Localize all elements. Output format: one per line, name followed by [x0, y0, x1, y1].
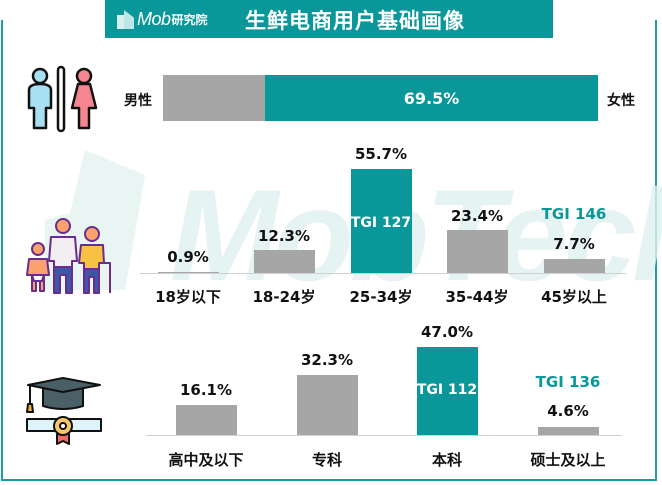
age-category-2: 25-34岁 [349, 288, 413, 306]
female-bar: 69.5% [265, 75, 598, 121]
logo-cn-text: 研究院 [171, 12, 208, 27]
age-category-0: 18岁以下 [155, 288, 221, 306]
education-category-3: 硕士及以上 [530, 451, 606, 469]
education-bar-1 [297, 375, 358, 435]
education-tgi-inside: TGI 112 [416, 382, 478, 398]
education-category-0: 高中及以下 [168, 451, 244, 469]
mob-logo: Mob 研究院 [117, 8, 208, 30]
education-value-1: 32.3% [300, 351, 354, 369]
age-tgi-inside: TGI 127 [350, 215, 412, 231]
age-value-1: 12.3% [257, 227, 311, 245]
female-value: 69.5% [403, 88, 460, 108]
content-frame [1, 20, 657, 481]
age-bar-4 [544, 259, 605, 273]
education-bar-3 [538, 427, 599, 435]
graduation-cap-diploma-icon [26, 377, 102, 445]
building-icon [117, 9, 135, 29]
education-value-0: 16.1% [179, 381, 233, 399]
age-baseline [140, 273, 626, 274]
page-title: 生鲜电商用户基础画像 [245, 9, 465, 33]
age-bar-0 [158, 272, 219, 273]
male-bar [163, 75, 265, 121]
header-banner: Mob 研究院 生鲜电商用户基础画像 [105, 0, 553, 38]
logo-text: Mob [137, 8, 171, 29]
age-bar-3 [447, 230, 508, 273]
age-value-0: 0.9% [167, 248, 209, 266]
gender-restroom-icon [27, 65, 98, 133]
age-bar-1 [254, 250, 315, 273]
education-category-1: 专科 [311, 451, 342, 469]
education-category-2: 本科 [431, 451, 462, 469]
age-value-4: 7.7% [553, 235, 595, 253]
education-value-2: 47.0% [420, 323, 474, 341]
age-category-3: 35-44岁 [445, 288, 509, 306]
age-category-4: 45岁以上 [541, 288, 607, 306]
education-tgi-outside: TGI 136 [535, 373, 601, 391]
education-bar-2 [417, 347, 478, 435]
age-category-1: 18-24岁 [252, 288, 316, 306]
age-value-2: 55.7% [354, 145, 408, 163]
education-bar-0 [176, 405, 237, 435]
age-value-3: 23.4% [450, 207, 504, 225]
age-bar-2 [351, 169, 412, 273]
family-age-icon [26, 218, 111, 294]
education-value-3: 4.6% [547, 402, 589, 420]
female-label: 女性 [607, 93, 635, 109]
education-baseline [146, 435, 622, 436]
age-tgi-outside: TGI 146 [541, 205, 607, 223]
male-label: 男性 [124, 93, 152, 109]
